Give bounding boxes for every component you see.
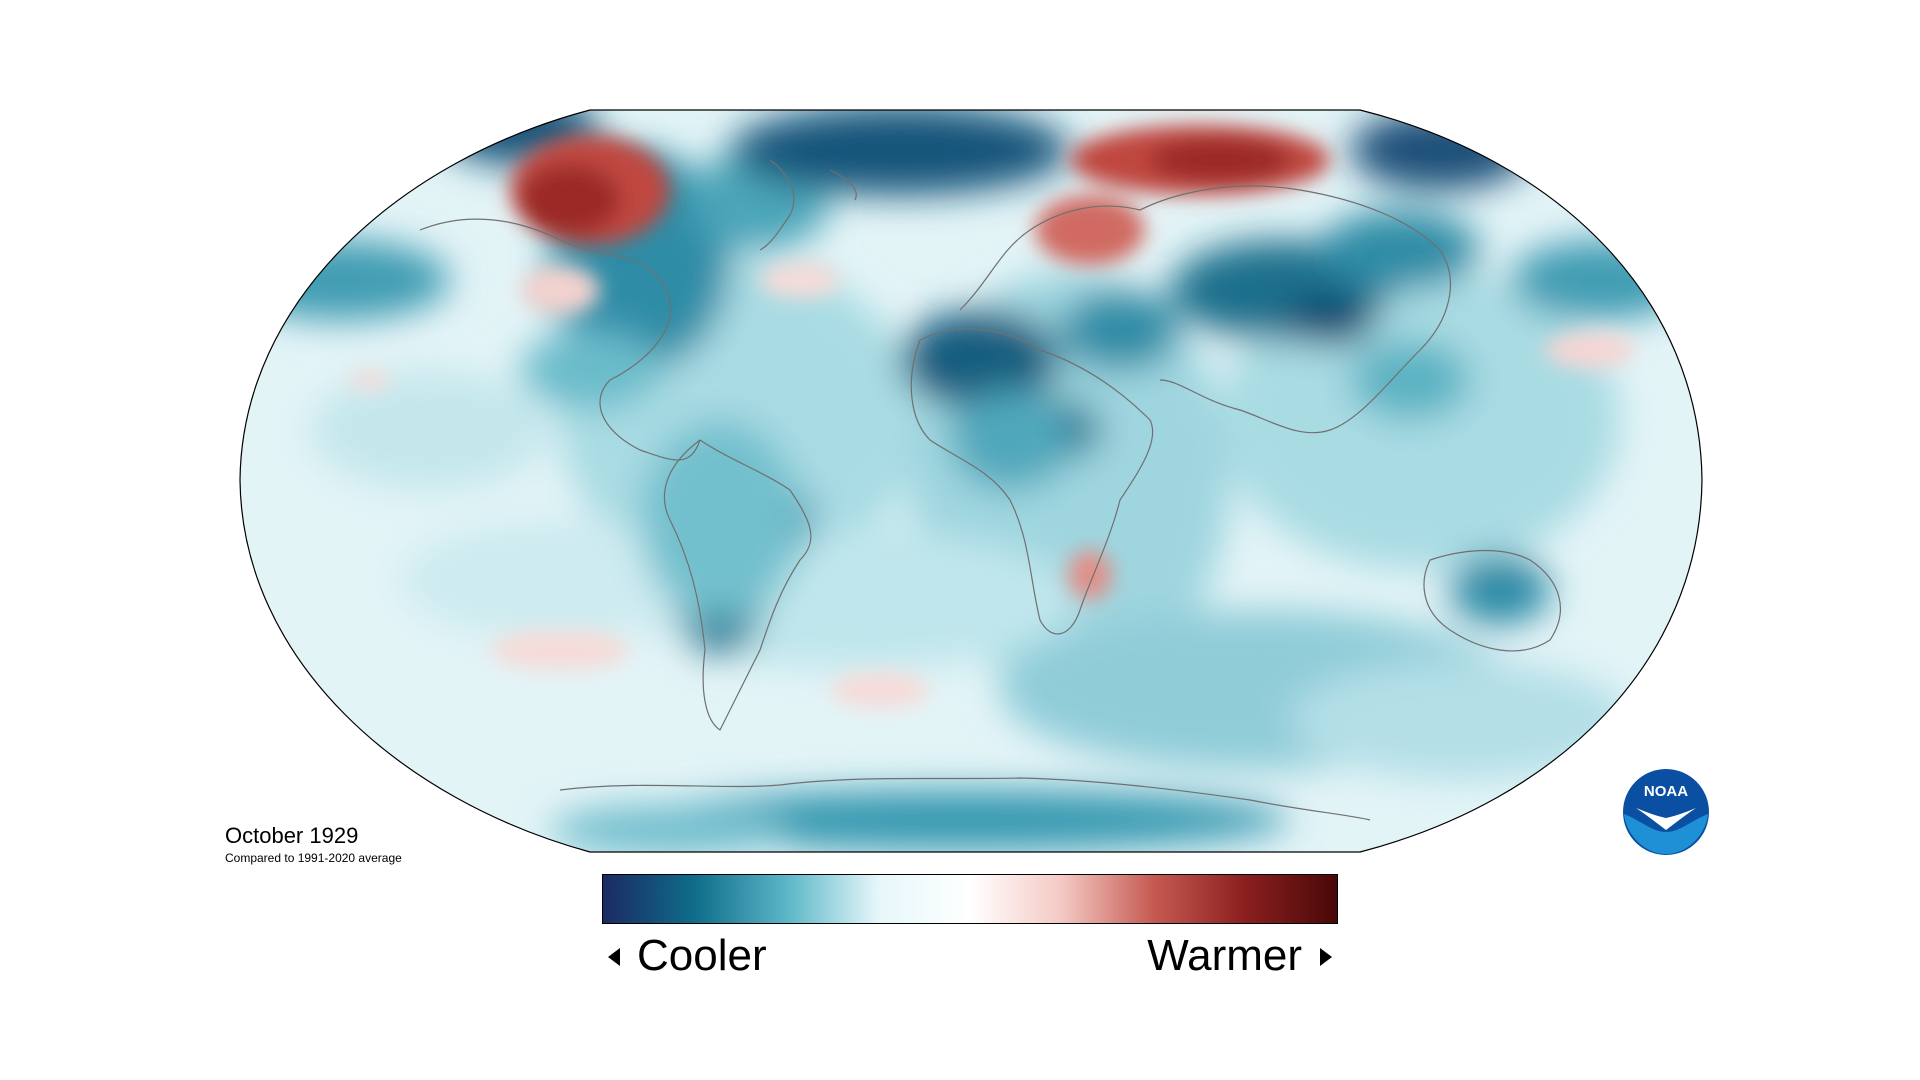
- noaa-logo-text: NOAA: [1644, 783, 1688, 800]
- arrow-right-icon: [1320, 948, 1332, 966]
- map-outline: [239, 109, 1703, 853]
- warm-anomalies: [350, 125, 1635, 708]
- map-date-title: October 1929: [225, 823, 359, 848]
- color-scale-bar: [602, 874, 1338, 924]
- map-subtitle: Compared to 1991-2020 average: [225, 851, 402, 865]
- noaa-logo: NOAA: [1622, 768, 1710, 856]
- arrow-left-icon: [608, 948, 620, 966]
- noaa-emblem-icon: NOAA: [1623, 769, 1709, 855]
- legend-cooler-label: Cooler: [637, 931, 767, 980]
- map-surface: [240, 110, 1702, 852]
- legend-warmer-label: Warmer: [1147, 931, 1302, 980]
- coastlines: [419, 159, 1561, 821]
